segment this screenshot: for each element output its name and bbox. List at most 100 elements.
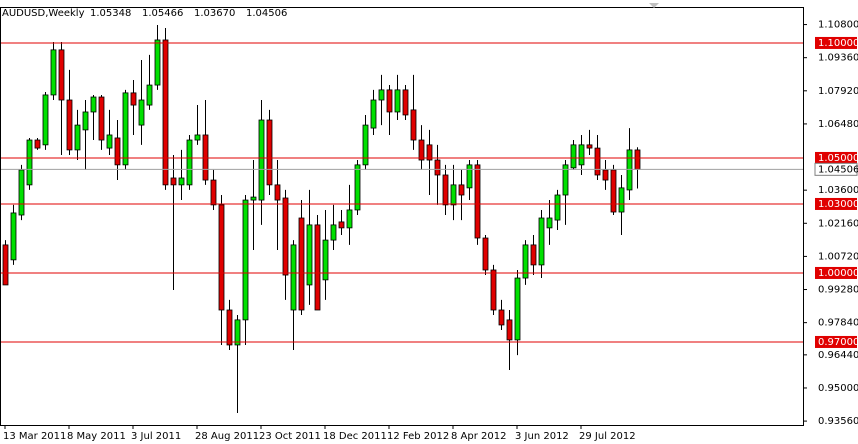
x-tick-label: 23 Oct 2011 [259, 431, 321, 442]
x-tick-label: 8 Apr 2012 [451, 431, 506, 442]
candle-body [562, 164, 569, 196]
candle-body [626, 149, 633, 191]
candle-body [450, 184, 457, 206]
candle-body [114, 137, 121, 166]
level-label-box [815, 266, 857, 279]
candle-body [554, 194, 561, 221]
candle-body [290, 244, 297, 311]
last-price-label: 1.04506 [818, 164, 858, 175]
plot-frame [0, 7, 804, 426]
candle-body [522, 244, 529, 279]
candle-body [330, 224, 337, 241]
candle-body [34, 139, 41, 149]
candle-body [370, 99, 377, 129]
candle-body [490, 269, 497, 311]
level-label-box [815, 197, 857, 210]
candle-body [594, 147, 601, 176]
y-tick-label: 1.00720 [818, 251, 858, 262]
candle-body [338, 221, 345, 229]
x-tick-label: 3 Jun 2012 [515, 431, 569, 442]
candle-body [130, 92, 137, 106]
candle-body [170, 177, 177, 186]
candle-body [98, 96, 105, 141]
candle-body [210, 179, 217, 206]
candle-body [362, 124, 369, 166]
y-tick-label: 0.99280 [818, 285, 858, 296]
candle-body [162, 39, 169, 186]
candle-body [442, 174, 449, 206]
header-value: 1.05348 [90, 8, 131, 19]
candle-body [530, 244, 537, 266]
level-label: 1.03000 [818, 199, 858, 210]
x-tick-label: 12 Feb 2012 [387, 431, 449, 442]
candle-body [258, 119, 265, 201]
candle-body [218, 204, 225, 311]
candle-body [498, 309, 505, 326]
header-value: 1.03670 [194, 8, 235, 19]
candle-body [234, 319, 241, 346]
candle-body [418, 139, 425, 161]
candle-body [482, 237, 489, 271]
candle-body [410, 109, 417, 141]
candle-body [346, 209, 353, 229]
candle-body [250, 196, 257, 201]
candle-body [458, 184, 465, 196]
x-tick-label: 18 Dec 2011 [323, 431, 387, 442]
candle-body [58, 49, 65, 101]
candle-body [266, 119, 273, 186]
candle-body [90, 96, 97, 113]
x-tick-label: 3 Jul 2011 [131, 431, 181, 442]
candle-body [506, 319, 513, 341]
candle-body [570, 144, 577, 169]
candle-body [426, 144, 433, 161]
x-tick-label: 28 Aug 2011 [195, 431, 259, 442]
candle-body [138, 99, 145, 126]
candle-body [146, 84, 153, 106]
candle-body [434, 159, 441, 176]
header-value: 1.04506 [246, 8, 287, 19]
y-tick-label: 1.06480 [818, 119, 858, 130]
header-value: 1.05466 [142, 8, 183, 19]
candle-body [10, 212, 17, 261]
candle-body [546, 217, 553, 229]
candle-body [226, 309, 233, 346]
candle-body [242, 199, 249, 321]
candle-body [50, 49, 57, 96]
candle-body [106, 134, 113, 149]
level-label: 1.10000 [818, 38, 858, 49]
level-label-box [815, 151, 857, 164]
x-tick-label: 8 May 2011 [67, 431, 126, 442]
candle-body [282, 197, 289, 276]
candle-body [186, 139, 193, 186]
candle-body [610, 169, 617, 213]
level-label: 0.97000 [818, 337, 858, 348]
candle-body [298, 217, 305, 311]
candle-body [602, 169, 609, 181]
candle-body [586, 144, 593, 149]
candle-body [322, 239, 329, 281]
y-tick-label: 1.09360 [818, 53, 858, 64]
candle-body [18, 169, 25, 216]
candle-body [74, 124, 81, 151]
candle-body [26, 139, 33, 186]
level-label: 1.05000 [818, 153, 858, 164]
y-tick-label: 0.95000 [818, 383, 858, 394]
last-price-box [814, 162, 858, 176]
candle-body [514, 277, 521, 341]
candle-body [122, 92, 129, 166]
candle-body [402, 89, 409, 116]
candle-body [466, 164, 473, 189]
candle-body [194, 134, 201, 141]
candle-body [2, 244, 9, 286]
level-label-box [815, 36, 857, 49]
y-tick-label: 1.10800 [818, 20, 858, 31]
candle-body [634, 149, 641, 170]
candle-body [538, 217, 545, 266]
candle-body [386, 89, 393, 113]
y-tick-label: 1.07920 [818, 86, 858, 97]
candle-body [178, 177, 185, 186]
candle-body [354, 164, 361, 211]
y-tick-label: 1.02160 [818, 218, 858, 229]
